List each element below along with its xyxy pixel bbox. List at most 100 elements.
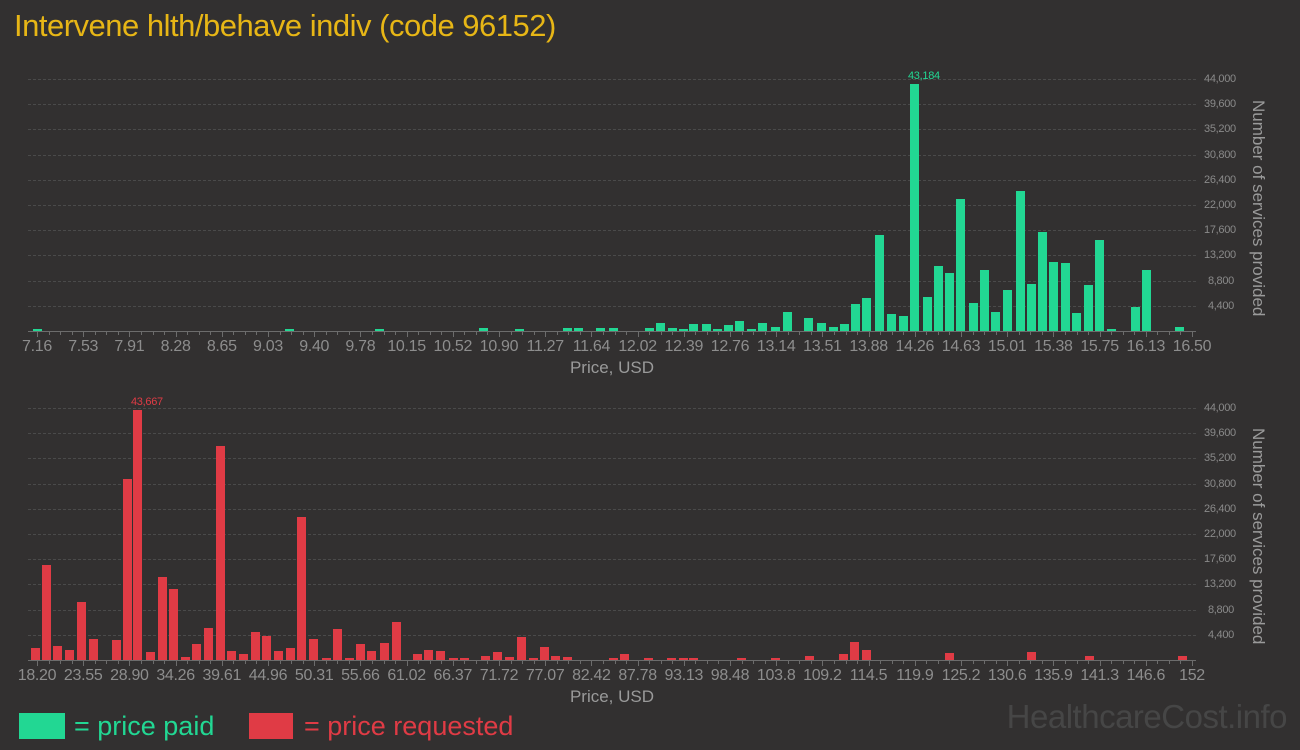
y-tick-label: 8,800 bbox=[1207, 274, 1234, 287]
x-tick-label: 61.02 bbox=[387, 667, 426, 684]
grid-line bbox=[28, 458, 1196, 460]
histogram-bar bbox=[655, 323, 665, 331]
x-minor-tick bbox=[198, 332, 200, 335]
x-minor-tick bbox=[233, 332, 235, 335]
y-tick-label: 30,800 bbox=[1204, 148, 1236, 161]
x-minor-tick bbox=[995, 332, 997, 335]
histogram-bar bbox=[574, 328, 584, 331]
x-major-tick bbox=[314, 661, 316, 666]
histogram-bar bbox=[596, 328, 606, 331]
x-minor-tick bbox=[649, 661, 651, 664]
histogram-bar bbox=[504, 656, 514, 660]
x-minor-tick bbox=[533, 661, 535, 664]
histogram-bar bbox=[679, 328, 689, 331]
x-minor-tick bbox=[1088, 661, 1090, 664]
requested-legend-swatch bbox=[249, 713, 293, 739]
x-minor-tick bbox=[972, 332, 974, 335]
grid-line bbox=[28, 129, 1196, 131]
x-tick-label: 15.38 bbox=[1034, 338, 1073, 355]
x-major-tick bbox=[1053, 661, 1055, 666]
x-tick-label: 9.78 bbox=[345, 338, 376, 355]
x-axis-title: Price, USD bbox=[569, 687, 655, 706]
x-minor-tick bbox=[429, 661, 431, 664]
x-axis-line bbox=[28, 331, 1196, 332]
x-tick-label: 10.15 bbox=[387, 338, 426, 355]
x-major-tick bbox=[591, 661, 593, 666]
x-minor-tick bbox=[1041, 332, 1043, 335]
y-tick-label: 22,000 bbox=[1204, 199, 1236, 211]
y-tick-label: 39,600 bbox=[1204, 427, 1236, 440]
histogram-bar bbox=[436, 650, 446, 660]
histogram-bar bbox=[413, 653, 423, 660]
grid-line bbox=[28, 559, 1196, 561]
x-tick-label: 8.65 bbox=[206, 338, 237, 355]
histogram-bar bbox=[344, 658, 354, 660]
histogram-bar bbox=[944, 653, 954, 660]
x-major-tick bbox=[1007, 661, 1009, 666]
x-minor-tick bbox=[672, 332, 674, 335]
x-minor-tick bbox=[810, 332, 812, 335]
histogram-bar bbox=[874, 235, 884, 331]
x-minor-tick bbox=[660, 661, 662, 664]
x-minor-tick bbox=[1111, 332, 1113, 335]
x-minor-tick bbox=[164, 332, 166, 335]
x-tick-label: 11.27 bbox=[526, 338, 565, 355]
grid-line bbox=[28, 408, 1196, 409]
x-minor-tick bbox=[325, 332, 327, 335]
histogram-bar bbox=[250, 632, 260, 660]
x-minor-tick bbox=[614, 332, 616, 335]
histogram-bar bbox=[551, 655, 561, 660]
histogram-bar bbox=[887, 313, 896, 331]
histogram-bar bbox=[478, 328, 488, 331]
x-major-tick bbox=[730, 332, 731, 337]
x-minor-tick bbox=[117, 661, 119, 664]
x-minor-tick bbox=[753, 332, 755, 335]
x-tick-label: 12.02 bbox=[618, 338, 657, 355]
histogram-bar bbox=[262, 635, 272, 660]
x-major-tick bbox=[683, 332, 685, 337]
x-minor-tick bbox=[695, 332, 697, 335]
y-tick-label: 17,600 bbox=[1204, 553, 1236, 566]
x-major-tick bbox=[1145, 332, 1147, 337]
x-tick-label: 152 bbox=[1179, 667, 1205, 684]
x-major-tick bbox=[1099, 661, 1101, 666]
x-minor-tick bbox=[395, 661, 397, 664]
x-tick-label: 55.66 bbox=[341, 667, 380, 684]
requested-legend-label: = price requested bbox=[304, 711, 514, 741]
histogram-bar bbox=[391, 621, 401, 660]
y-tick-label: 30,800 bbox=[1204, 477, 1236, 490]
x-minor-tick bbox=[429, 332, 431, 335]
x-minor-tick bbox=[706, 332, 708, 335]
histogram-bar bbox=[492, 651, 502, 660]
histogram-bar bbox=[286, 647, 296, 660]
x-major-tick bbox=[129, 661, 131, 666]
x-minor-tick bbox=[279, 661, 281, 664]
x-major-tick bbox=[591, 332, 593, 337]
histogram-bar bbox=[838, 653, 848, 660]
histogram-bar bbox=[528, 657, 538, 660]
histogram-bar bbox=[666, 658, 676, 660]
histogram-bar bbox=[922, 297, 932, 331]
x-minor-tick bbox=[1064, 661, 1066, 664]
histogram-bar bbox=[375, 328, 385, 331]
x-major-tick bbox=[129, 332, 131, 337]
histogram-bar bbox=[1107, 328, 1117, 331]
grid-line bbox=[28, 483, 1196, 485]
x-minor-tick bbox=[903, 332, 905, 335]
x-major-tick bbox=[221, 661, 223, 666]
x-minor-tick bbox=[1134, 332, 1136, 335]
x-tick-label: 7.91 bbox=[114, 338, 145, 355]
x-axis-title: Price, USD bbox=[569, 358, 655, 377]
x-minor-tick bbox=[395, 332, 397, 335]
x-major-tick bbox=[175, 332, 177, 337]
x-minor-tick bbox=[984, 332, 986, 335]
x-minor-tick bbox=[995, 661, 997, 664]
x-minor-tick bbox=[833, 661, 835, 664]
x-tick-label: 13.14 bbox=[756, 338, 796, 355]
x-minor-tick bbox=[152, 332, 154, 335]
histogram-bar bbox=[1094, 239, 1104, 331]
x-minor-tick bbox=[117, 332, 119, 335]
x-tick-label: 13.51 bbox=[803, 338, 842, 355]
